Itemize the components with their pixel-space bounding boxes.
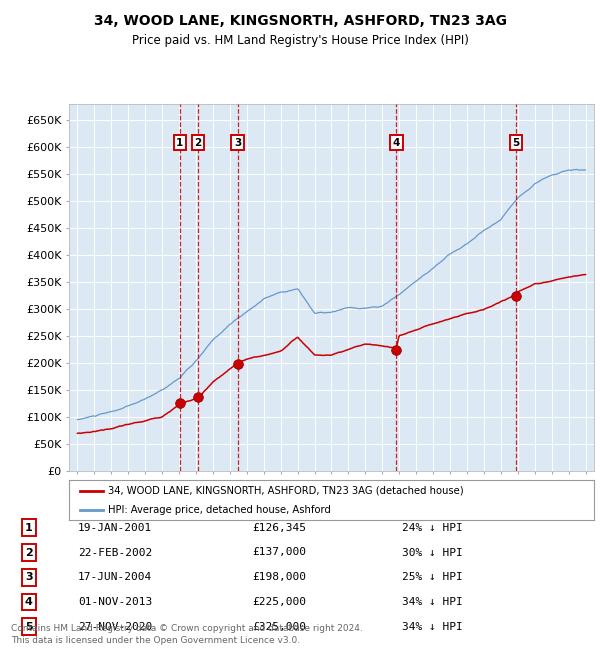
Text: 1: 1 [176,138,184,148]
Text: 30% ↓ HPI: 30% ↓ HPI [402,547,463,558]
Text: 27-NOV-2020: 27-NOV-2020 [78,621,152,632]
Text: HPI: Average price, detached house, Ashford: HPI: Average price, detached house, Ashf… [109,505,331,515]
Text: 34% ↓ HPI: 34% ↓ HPI [402,621,463,632]
Text: £325,000: £325,000 [252,621,306,632]
Text: 2: 2 [194,138,202,148]
Text: Price paid vs. HM Land Registry's House Price Index (HPI): Price paid vs. HM Land Registry's House … [131,34,469,47]
Text: 3: 3 [234,138,241,148]
Text: 4: 4 [25,597,33,607]
Text: 34, WOOD LANE, KINGSNORTH, ASHFORD, TN23 3AG: 34, WOOD LANE, KINGSNORTH, ASHFORD, TN23… [94,14,506,29]
Text: 5: 5 [512,138,520,148]
Text: 19-JAN-2001: 19-JAN-2001 [78,523,152,533]
Text: 17-JUN-2004: 17-JUN-2004 [78,572,152,582]
Text: 24% ↓ HPI: 24% ↓ HPI [402,523,463,533]
Text: £225,000: £225,000 [252,597,306,607]
Text: £137,000: £137,000 [252,547,306,558]
Text: £198,000: £198,000 [252,572,306,582]
Text: 1: 1 [25,523,32,533]
Text: 22-FEB-2002: 22-FEB-2002 [78,547,152,558]
Text: £126,345: £126,345 [252,523,306,533]
Text: 4: 4 [392,138,400,148]
Text: 2: 2 [25,547,32,558]
Text: Contains HM Land Registry data © Crown copyright and database right 2024.
This d: Contains HM Land Registry data © Crown c… [11,624,362,645]
Text: 01-NOV-2013: 01-NOV-2013 [78,597,152,607]
Text: 34% ↓ HPI: 34% ↓ HPI [402,597,463,607]
Text: 5: 5 [25,621,32,632]
Text: 34, WOOD LANE, KINGSNORTH, ASHFORD, TN23 3AG (detached house): 34, WOOD LANE, KINGSNORTH, ASHFORD, TN23… [109,486,464,495]
Text: 3: 3 [25,572,32,582]
Text: 25% ↓ HPI: 25% ↓ HPI [402,572,463,582]
